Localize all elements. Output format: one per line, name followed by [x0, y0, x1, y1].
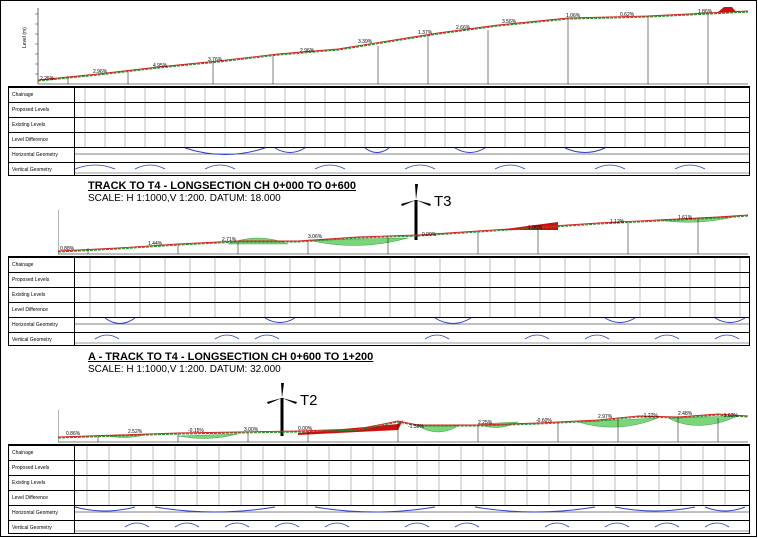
- grade-label: -1.22%: [642, 413, 658, 419]
- row-label-vertical-geometry: Vertical Geometry: [12, 337, 52, 343]
- grade-label: 2.66%: [456, 25, 471, 31]
- row-label-vertical-geometry: Vertical Geometry: [12, 525, 52, 531]
- row-label-existing-levels: Existing Levels: [12, 480, 46, 486]
- row-label-chainage: Chainage: [12, 262, 34, 268]
- data-table-2: Chainage Proposed Levels Existing Levels…: [8, 256, 750, 346]
- grade-label: 2.25%: [40, 76, 55, 82]
- grade-label: -0.60%: [536, 418, 552, 424]
- grade-label: 0.00%: [298, 426, 313, 432]
- row-label-level-difference: Level Difference: [12, 495, 49, 501]
- row-label-proposed-levels: Proposed Levels: [12, 465, 50, 471]
- grade-label: -1.62%: [722, 413, 738, 419]
- row-label-chainage: Chainage: [12, 92, 34, 98]
- data-table-3: Chainage Proposed Levels Existing Levels…: [8, 444, 750, 534]
- grade-label: 0.88%: [60, 246, 75, 252]
- grade-label: 3.00%: [244, 427, 259, 433]
- row-label-proposed-levels: Proposed Levels: [12, 107, 50, 113]
- row-label-proposed-levels: Proposed Levels: [12, 277, 50, 283]
- row-label-chainage: Chainage: [12, 450, 34, 456]
- grade-label: 1.00%: [528, 225, 543, 231]
- turbine-label: T3: [434, 193, 452, 210]
- grade-label: 0.86%: [66, 431, 81, 437]
- grade-label: 0.62%: [620, 12, 635, 18]
- section-title: TRACK TO T4 - LONGSECTION CH 0+000 TO 0+…: [88, 180, 356, 192]
- grade-label: 2.52%: [128, 429, 143, 435]
- grade-label: 2.96%: [300, 48, 315, 54]
- section-title: A - TRACK TO T4 - LONGSECTION CH 0+600 T…: [88, 351, 374, 363]
- level-axis-label: Level (m): [22, 27, 28, 48]
- turbine-label: T2: [300, 392, 318, 409]
- grade-label: 1.06%: [566, 13, 581, 19]
- turbine-icon: [267, 383, 297, 436]
- row-label-horizontal-geometry: Horizontal Geometry: [12, 510, 58, 516]
- grade-label: 1.12%: [610, 219, 625, 225]
- row-label-level-difference: Level Difference: [12, 137, 49, 143]
- grade-label: 1.61%: [678, 215, 693, 221]
- row-label-existing-levels: Existing Levels: [12, 292, 46, 298]
- profile-plot-2: Level (m) 0.88% 1.44% 2.71% 3.06% 0.00% …: [58, 210, 749, 255]
- data-table-1: Chainage Proposed Levels Existing Levels…: [8, 86, 750, 176]
- row-label-vertical-geometry: Vertical Geometry: [12, 167, 52, 173]
- section-scale: SCALE: H 1:1000,V 1:200. DATUM: 32.000: [88, 364, 281, 375]
- turbine-icon: [401, 184, 431, 240]
- profile-plot-3: Level (m) 0.86% 2.52% -0.15% 3.00% 0.00%…: [58, 410, 749, 443]
- row-label-level-difference: Level Difference: [12, 307, 49, 313]
- grade-label: 1.44%: [148, 241, 163, 247]
- profile-plot-1: Level (m) 2.25% 2.96% 4.95% 3.76% 2.96% …: [22, 7, 749, 85]
- grade-label: 2.71%: [222, 237, 237, 243]
- grade-label: 4.95%: [153, 63, 168, 69]
- grade-label: 1.86%: [698, 9, 713, 15]
- row-label-horizontal-geometry: Horizontal Geometry: [12, 322, 58, 328]
- grade-label: 3.39%: [358, 39, 373, 45]
- grade-label: -0.15%: [188, 428, 204, 434]
- grade-label: 3.56%: [502, 19, 517, 25]
- grade-label: 3.76%: [208, 57, 223, 63]
- section-scale: SCALE: H 1:1000,V 1:200. DATUM: 18.000: [88, 193, 281, 204]
- grade-label: 2.25%: [478, 420, 493, 426]
- grade-label: 2.48%: [678, 411, 693, 417]
- grade-label: 2.97%: [598, 414, 613, 420]
- grade-label: 2.96%: [93, 69, 108, 75]
- grade-label: -1.30%: [408, 424, 424, 430]
- grade-label: 0.00%: [422, 232, 437, 238]
- row-label-horizontal-geometry: Horizontal Geometry: [12, 152, 58, 158]
- row-label-existing-levels: Existing Levels: [12, 122, 46, 128]
- grade-label: 1.37%: [418, 30, 433, 36]
- grade-label: 3.06%: [308, 234, 323, 240]
